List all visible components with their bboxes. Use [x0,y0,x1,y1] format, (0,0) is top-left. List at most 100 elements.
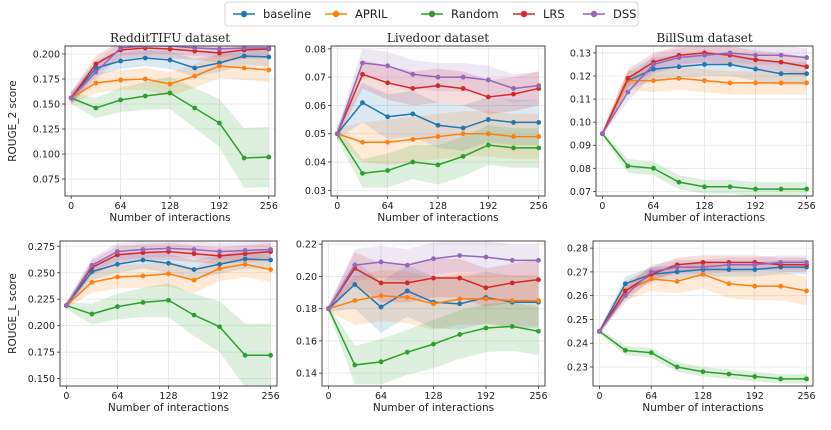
point-april [752,283,758,289]
point-dss [536,257,541,263]
grid [322,241,545,386]
point-april [217,63,222,69]
point-baseline [115,261,120,267]
point-april [140,273,146,279]
point-dss [68,95,74,101]
chart-panel-4: 0.150 0.175 0.200 0.225 0.250 0.275 0 64 128 192 2… [7,240,280,414]
point-april [352,298,358,304]
point-random [778,376,784,382]
point-april [536,134,542,139]
point-lrs [217,50,222,56]
ytick-label: 0.100 [33,150,60,161]
point-baseline [404,288,410,294]
point-april [804,80,810,86]
point-lrs [360,71,365,77]
point-random [483,325,489,331]
legend-label: baseline [263,7,311,21]
band-lrs [71,46,269,104]
xtick-label: 64 [111,391,123,402]
point-dss [217,249,222,254]
point-dss [726,262,732,268]
point-dss [625,89,631,95]
x-axis-label: Number of interactions [642,402,763,414]
point-dss [599,131,605,137]
point-lrs [217,253,222,259]
point-baseline [385,114,391,120]
point-dss [89,262,95,268]
point-random [89,311,95,317]
point-april [460,131,466,137]
legend-entry-april: APRIL [325,7,388,21]
ytick-label: 0.08 [305,44,326,55]
point-random [360,170,365,176]
point-april [93,80,99,86]
xtick-label: 0 [68,201,74,212]
panel-title: BillSum dataset [656,31,753,45]
point-random [268,352,274,358]
point-dss [266,46,272,51]
point-random [752,374,758,379]
ytick-label: 0.24 [567,339,588,350]
point-random [509,323,515,329]
point-dss [140,247,146,252]
point-baseline [460,125,466,131]
point-dss [242,248,248,253]
grid [65,46,275,196]
point-dss [597,328,602,334]
point-random [410,159,416,165]
ytick-label: 0.10 [570,118,591,129]
point-lrs [93,61,99,67]
xtick-label: 128 [429,201,447,212]
band-random [71,77,269,188]
point-dss [752,262,758,268]
legend-entry-random: Random [421,7,499,21]
point-dss [622,293,628,299]
point-random [217,120,222,126]
point-dss [360,60,365,66]
panel-title: RedditTIFU dataset [110,31,230,45]
point-dss [648,269,654,275]
point-baseline [140,257,146,263]
point-random [435,162,441,168]
plot-area [597,255,809,384]
point-dss [334,131,340,137]
point-dss [778,259,784,265]
x-axis-label: Number of interactions [109,212,230,224]
point-dss [727,50,733,56]
point-april [726,281,732,287]
point-april [676,75,682,81]
point-dss [431,256,436,262]
point-dss [511,86,516,91]
point-april [410,136,416,142]
point-april [509,298,515,304]
plot-area [334,48,542,188]
point-dss [166,246,171,251]
point-lrs [536,277,541,283]
band-lrs [66,243,271,309]
point-april [483,296,489,302]
ytick-label: 0.200 [28,321,55,332]
point-random [431,341,436,347]
ytick-label: 0.125 [33,125,60,136]
point-baseline [457,301,463,307]
xtick-label: 0 [63,391,69,402]
ytick-label: 0.275 [28,242,55,253]
legend: baseline APRIL Random LRS DSS [224,1,639,27]
point-dss [460,74,466,80]
band-dss [71,46,269,104]
xtick-label: 64 [645,391,657,402]
point-april [702,78,707,84]
point-random [536,328,541,334]
point-random [702,184,707,190]
point-random [457,332,463,337]
point-dss [326,306,331,312]
point-random [726,371,732,377]
xtick-label: 0 [326,391,332,402]
ytick-label: 0.175 [33,75,60,86]
point-dss [457,253,463,258]
point-random [217,324,222,330]
point-dss [674,264,680,270]
ytick-label: 0.07 [570,187,591,198]
ytick-label: 0.18 [296,304,317,315]
